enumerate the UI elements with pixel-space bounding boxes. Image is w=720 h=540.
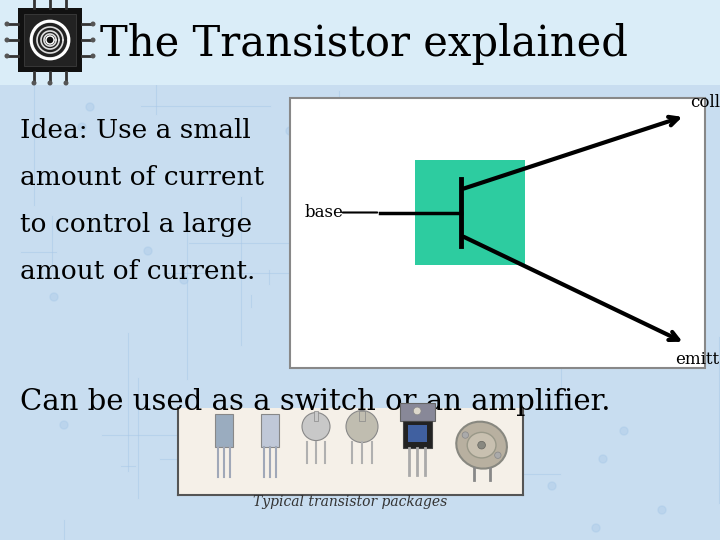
Bar xyxy=(215,414,233,447)
Text: Can be used as a switch or an amplifier.: Can be used as a switch or an amplifier. xyxy=(20,388,611,416)
Ellipse shape xyxy=(456,422,507,469)
Circle shape xyxy=(63,80,68,85)
Text: amount of current: amount of current xyxy=(20,165,264,190)
Ellipse shape xyxy=(467,433,496,458)
Text: base: base xyxy=(305,204,344,221)
Circle shape xyxy=(4,37,9,43)
Circle shape xyxy=(424,336,432,344)
Bar xyxy=(24,14,76,66)
Circle shape xyxy=(60,421,68,429)
Circle shape xyxy=(302,413,330,441)
Text: collector: collector xyxy=(690,94,720,111)
Circle shape xyxy=(413,407,421,415)
Circle shape xyxy=(443,434,451,442)
Circle shape xyxy=(548,330,556,338)
Circle shape xyxy=(4,53,9,58)
Circle shape xyxy=(286,127,294,135)
Circle shape xyxy=(91,22,96,26)
Bar xyxy=(178,408,523,495)
Circle shape xyxy=(78,123,86,131)
Circle shape xyxy=(619,291,627,299)
Circle shape xyxy=(91,37,96,43)
Text: amout of current.: amout of current. xyxy=(20,259,256,284)
Circle shape xyxy=(507,206,515,214)
Bar xyxy=(314,411,318,421)
Text: to control a large: to control a large xyxy=(20,212,252,237)
Circle shape xyxy=(462,432,469,438)
Bar xyxy=(290,98,705,368)
Bar xyxy=(261,414,279,447)
Circle shape xyxy=(144,247,152,255)
Circle shape xyxy=(599,455,607,463)
Bar xyxy=(359,411,364,421)
Circle shape xyxy=(46,36,54,44)
Text: Typical transistor packages: Typical transistor packages xyxy=(253,495,448,509)
Circle shape xyxy=(438,282,446,290)
Circle shape xyxy=(180,276,188,284)
Circle shape xyxy=(506,254,514,262)
Circle shape xyxy=(91,53,96,58)
Circle shape xyxy=(535,306,543,314)
Bar xyxy=(0,0,720,85)
Circle shape xyxy=(620,427,628,435)
Circle shape xyxy=(478,441,485,449)
Circle shape xyxy=(495,452,501,458)
Text: The Transistor explained: The Transistor explained xyxy=(100,23,628,65)
Circle shape xyxy=(32,80,37,85)
Circle shape xyxy=(50,293,58,301)
Bar xyxy=(402,421,431,448)
Circle shape xyxy=(658,506,666,514)
Circle shape xyxy=(4,22,9,26)
Circle shape xyxy=(48,80,53,85)
Text: emitter: emitter xyxy=(675,351,720,368)
Text: Idea: Use a small: Idea: Use a small xyxy=(20,118,251,143)
Circle shape xyxy=(346,410,378,443)
Circle shape xyxy=(592,524,600,532)
Bar xyxy=(415,160,525,265)
Bar xyxy=(400,403,435,421)
Circle shape xyxy=(548,482,556,490)
Circle shape xyxy=(86,103,94,111)
Bar xyxy=(408,426,427,442)
Bar xyxy=(18,8,82,72)
